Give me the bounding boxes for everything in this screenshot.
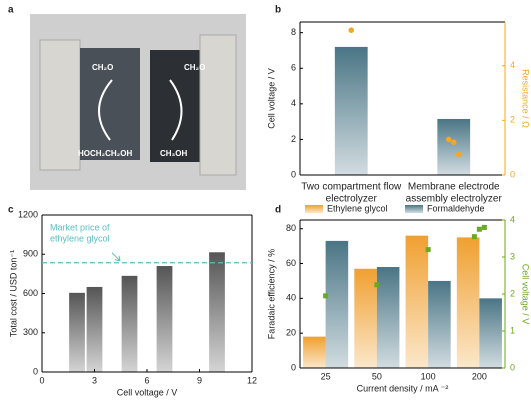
y-axis-title: Total cost / USD ton⁻¹ (8, 250, 18, 337)
y2-tick-label: 0 (510, 362, 515, 372)
x-axis-title: Current density / mA ⁻² (357, 383, 449, 393)
y-axis-title: Cell voltage / V (266, 68, 276, 129)
x-tick-label: 200 (472, 371, 487, 381)
x-tick-label: 100 (421, 371, 436, 381)
y2-tick-label: 2 (510, 115, 515, 125)
x-tick-label: 50 (372, 371, 382, 381)
annotation: HOCH₂CH₂OH (78, 149, 132, 158)
y2-tick-label: 2 (510, 288, 515, 298)
x-tick-label: 12 (247, 375, 257, 385)
y-tick-label: 0 (291, 362, 296, 372)
arrow (111, 252, 121, 262)
legend-swatch (305, 205, 323, 213)
bar (376, 267, 400, 368)
reference-label: Market price of (50, 222, 110, 232)
flow-field (80, 48, 140, 160)
bar (69, 292, 85, 372)
panel-label: a (8, 5, 14, 16)
annotation: CH₂O (92, 63, 113, 72)
y-tick-label: 20 (286, 328, 296, 338)
point (450, 139, 457, 146)
y2-tick-label: 3 (510, 251, 515, 261)
panel-label: b (275, 5, 281, 16)
annotation: CH₃OH (160, 149, 187, 158)
y-tick-label: 600 (23, 288, 38, 298)
y-tick-label: 2 (291, 134, 296, 144)
y2-axis-title: Cell voltage / V (521, 264, 531, 325)
panel-label: c (8, 205, 14, 216)
y-tick-label: 0 (291, 169, 296, 179)
y-tick-label: 0 (33, 366, 38, 376)
y2-axis-title: Resistance / Ω (521, 69, 531, 128)
y-tick-label: 8 (291, 27, 296, 37)
y-tick-label: 60 (286, 258, 296, 268)
y-axis-title: Faradaic efficiency / % (266, 249, 276, 339)
y2-tick-label: 0 (510, 169, 515, 179)
bar (86, 286, 103, 372)
point (471, 234, 477, 240)
y2-tick-label: 1 (510, 325, 515, 335)
y-tick-label: 1200 (18, 209, 38, 219)
point (476, 226, 482, 232)
point (445, 136, 452, 143)
y-tick-label: 6 (291, 63, 296, 73)
point (348, 27, 355, 33)
panel-label: d (275, 205, 281, 216)
x-tick-label: 9 (197, 375, 202, 385)
y2-tick-label: 4 (510, 214, 515, 224)
annotation: CH₂O (184, 63, 205, 72)
point (323, 293, 329, 299)
bar (156, 266, 173, 372)
x-tick-label: 6 (144, 375, 149, 385)
bar (325, 240, 349, 368)
legend-swatch (405, 205, 423, 213)
panel-a: a CH₂O HOCH₂CH₂OH CH₂O CH₃OH (8, 5, 246, 190)
point (455, 151, 462, 158)
point (425, 247, 431, 253)
legend-label: Ethylene glycol (327, 203, 388, 213)
bar (209, 252, 225, 372)
y-tick-label: 900 (23, 249, 38, 259)
x-tick-label: assembly electrolyzer (406, 194, 503, 205)
x-tick-label: 0 (39, 375, 44, 385)
bar (437, 118, 471, 175)
arrow (98, 79, 113, 141)
y-tick-label: 300 (23, 327, 38, 337)
point (374, 282, 380, 288)
x-tick-label: 3 (92, 375, 97, 385)
x-tick-label: 25 (321, 371, 331, 381)
legend-label: Formaldehyde (427, 203, 485, 213)
x-tick-label: Two compartment flow (301, 182, 402, 193)
bar (334, 46, 368, 175)
y-tick-label: 80 (286, 223, 296, 233)
y-tick-label: 4 (291, 98, 296, 108)
bar (121, 275, 138, 372)
flow-field (150, 50, 200, 162)
y2-tick-label: 4 (510, 60, 515, 70)
bar (456, 237, 480, 368)
bar (303, 336, 326, 368)
point (481, 224, 487, 230)
end-plate (39, 39, 81, 171)
end-plate (199, 34, 237, 176)
y-tick-label: 40 (286, 293, 296, 303)
x-tick-label: electrolyzer (326, 194, 378, 205)
bar (405, 235, 429, 368)
annotations: CH₂O HOCH₂CH₂OH CH₂O CH₃OH (78, 63, 205, 158)
reference-label: ethylene glycol (50, 233, 110, 243)
bar (479, 298, 502, 368)
bar (428, 280, 451, 368)
x-tick-label: Membrane electrode (408, 182, 500, 193)
bar (354, 268, 377, 368)
x-axis-title: Cell voltage / V (117, 387, 178, 397)
arrow (169, 79, 183, 141)
